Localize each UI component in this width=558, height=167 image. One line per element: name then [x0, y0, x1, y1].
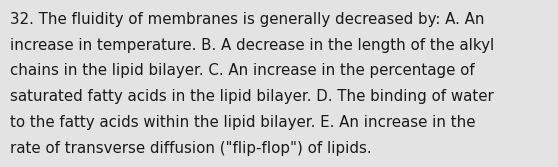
Text: saturated fatty acids in the lipid bilayer. D. The binding of water: saturated fatty acids in the lipid bilay… [10, 89, 494, 104]
Text: rate of transverse diffusion ("flip-flop") of lipids.: rate of transverse diffusion ("flip-flop… [10, 141, 372, 156]
Text: increase in temperature. B. A decrease in the length of the alkyl: increase in temperature. B. A decrease i… [10, 38, 494, 53]
Text: chains in the lipid bilayer. C. An increase in the percentage of: chains in the lipid bilayer. C. An incre… [10, 63, 475, 78]
Text: to the fatty acids within the lipid bilayer. E. An increase in the: to the fatty acids within the lipid bila… [10, 115, 475, 130]
Text: 32. The fluidity of membranes is generally decreased by: A. An: 32. The fluidity of membranes is general… [10, 12, 484, 27]
